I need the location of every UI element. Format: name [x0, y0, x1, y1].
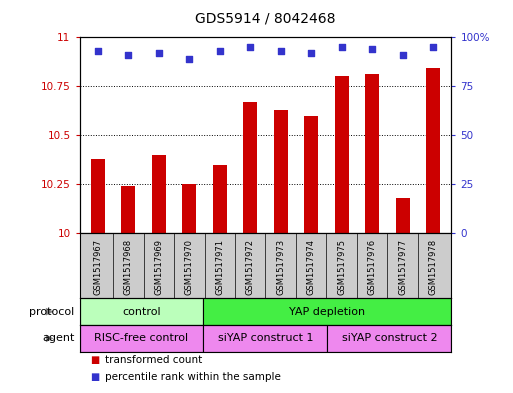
Bar: [396, 198, 409, 233]
Point: [94, 48, 102, 54]
Point: [307, 50, 315, 56]
Text: siYAP construct 2: siYAP construct 2: [342, 333, 437, 343]
Text: GSM1517972: GSM1517972: [246, 239, 255, 295]
Bar: [183, 184, 196, 233]
Point: [368, 46, 376, 52]
Text: GSM1517978: GSM1517978: [429, 239, 438, 295]
Text: transformed count: transformed count: [105, 354, 203, 365]
Point: [277, 48, 285, 54]
Bar: [243, 102, 257, 233]
Bar: [365, 74, 379, 233]
Text: GSM1517969: GSM1517969: [154, 239, 163, 295]
Bar: [335, 76, 348, 233]
Text: GSM1517973: GSM1517973: [276, 239, 285, 295]
Point: [338, 44, 346, 50]
Text: ■: ■: [90, 354, 99, 365]
Text: YAP depletion: YAP depletion: [289, 307, 366, 317]
Text: ■: ■: [90, 372, 99, 382]
Point: [399, 51, 407, 58]
Point: [429, 44, 437, 50]
Text: GSM1517974: GSM1517974: [307, 239, 315, 295]
Point: [124, 51, 132, 58]
Text: GSM1517975: GSM1517975: [337, 239, 346, 295]
Text: protocol: protocol: [29, 307, 74, 317]
Text: GSM1517976: GSM1517976: [368, 239, 377, 295]
Text: agent: agent: [42, 333, 74, 343]
Text: RISC-free control: RISC-free control: [94, 333, 189, 343]
Point: [246, 44, 254, 50]
Bar: [80, 325, 204, 352]
Text: siYAP construct 1: siYAP construct 1: [218, 333, 313, 343]
Bar: [213, 165, 227, 233]
Text: GSM1517977: GSM1517977: [398, 239, 407, 295]
Point: [185, 55, 193, 62]
Bar: [80, 298, 204, 325]
Point: [155, 50, 163, 56]
Bar: [152, 155, 166, 233]
Point: [215, 48, 224, 54]
Text: GSM1517968: GSM1517968: [124, 239, 133, 295]
Text: GDS5914 / 8042468: GDS5914 / 8042468: [195, 11, 336, 25]
Bar: [122, 186, 135, 233]
Text: GSM1517970: GSM1517970: [185, 239, 194, 295]
Bar: [327, 325, 451, 352]
Bar: [274, 110, 288, 233]
Text: GSM1517971: GSM1517971: [215, 239, 224, 295]
Text: percentile rank within the sample: percentile rank within the sample: [105, 372, 281, 382]
Bar: [204, 298, 451, 325]
Text: GSM1517967: GSM1517967: [93, 239, 102, 295]
Bar: [204, 325, 327, 352]
Bar: [304, 116, 318, 233]
Bar: [91, 159, 105, 233]
Bar: [426, 68, 440, 233]
Text: control: control: [122, 307, 161, 317]
